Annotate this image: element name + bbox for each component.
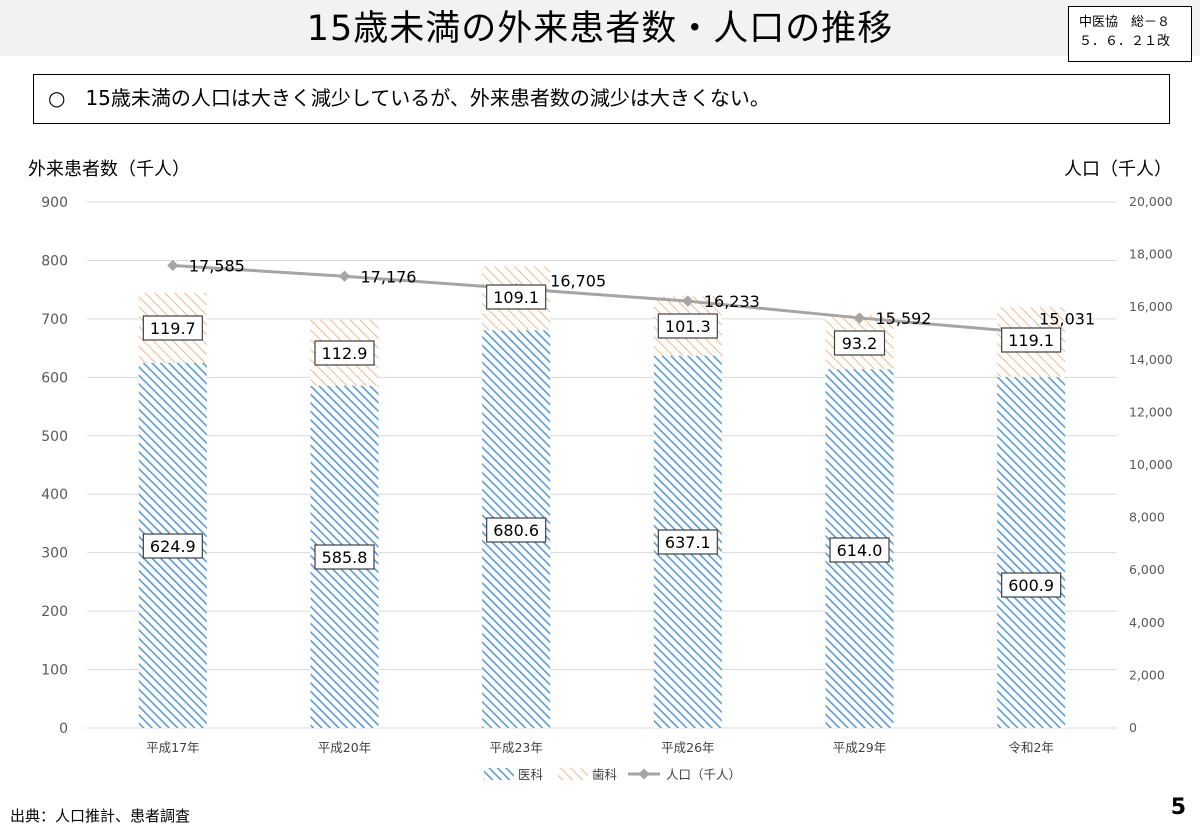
medical-value-label: 637.1 [665,533,711,552]
right-tick-label: 8,000 [1129,510,1165,525]
left-tick-label: 400 [41,487,68,503]
dental-value-label-box [657,313,718,339]
medical-value-label-box [657,529,718,555]
left-axis-title: 外来患者数（千人） [28,159,190,180]
left-tick-label: 300 [41,546,68,562]
medical-value-label: 585.8 [322,548,368,567]
population-value-label: 15,592 [876,309,932,328]
medical-value-label: 614.0 [837,541,883,560]
population-marker [338,270,351,282]
dental-value-label: 101.3 [665,317,711,336]
category-label: 平成17年 [146,740,199,755]
right-tick-label: 10,000 [1129,457,1173,472]
population-marker [682,295,694,307]
left-tick-label: 100 [41,663,68,679]
dental-value-label-box [833,330,886,356]
medical-value-label-box [314,544,375,570]
medical-value-label: 680.6 [493,521,539,540]
medical-value-label: 624.9 [150,537,196,556]
right-tick-label: 0 [1129,720,1137,735]
population-value-label: 16,705 [550,272,606,291]
medical-value-label-box [486,517,547,543]
right-tick-label: 20,000 [1129,194,1173,209]
dental-value-label-box [486,284,547,310]
document-reference: 中医協 総－８ ５．６．２１改 [1068,6,1192,62]
left-tick-label: 500 [41,429,68,445]
population-value-label: 16,233 [704,292,760,311]
medical-value-label-box [142,533,203,559]
outpatient-population-chart: 624.9 119.7 585.8 112.9 680.6 109.1 637.1 101.3… [41,194,1173,782]
legend-swatch-medical [484,768,514,780]
population-value-label: 17,585 [189,257,245,276]
page-title: 15歳未満の外来患者数・人口の推移 [306,9,894,49]
left-tick-label: 200 [41,604,68,620]
category-label: 令和2年 [1008,740,1053,755]
medical-value-label-box [1001,572,1062,598]
population-marker [853,312,866,324]
dental-value-label-box [1001,327,1062,353]
right-axis-title: 人口（千人） [1064,159,1172,180]
dental-value-label: 112.9 [322,344,368,363]
legend-swatch-dental [558,768,588,780]
dental-value-label-box [142,315,203,341]
legend-label-population: 人口（千人） [666,767,741,782]
legend-label-dental: 歯科 [592,767,618,782]
population-line [172,264,1032,335]
right-tick-label: 6,000 [1129,562,1165,577]
category-label: 平成20年 [318,740,371,755]
population-value-label: 17,176 [361,267,417,286]
medical-value-label: 600.9 [1008,576,1054,595]
doc-ref-line2: ５．６．２１改 [1079,34,1171,49]
left-tick-label: 900 [41,195,68,211]
category-label: 平成29年 [833,740,886,755]
population-marker [167,259,179,272]
legend-label-medical: 医科 [518,767,544,782]
right-tick-label: 12,000 [1129,404,1173,419]
left-tick-label: 0 [59,721,68,737]
left-tick-label: 600 [41,370,68,386]
left-tick-label: 700 [41,312,68,328]
doc-ref-line1: 中医協 総－８ [1079,15,1171,30]
right-tick-label: 4,000 [1129,615,1165,630]
summary-box: ○ 15歳未満の人口は大きく減少しているが、外来患者数の減少は大きくない。 [33,74,1170,124]
source-note: 出典：人口推計、患者調査 [10,807,191,825]
category-label: 平成26年 [661,740,714,755]
right-tick-label: 16,000 [1129,299,1173,314]
population-value-label: 15,031 [1039,310,1095,329]
right-tick-label: 18,000 [1129,247,1173,262]
right-tick-label: 14,000 [1129,352,1173,367]
dental-value-label-box [314,340,375,366]
dental-value-label: 119.7 [150,319,196,338]
title-bar [0,0,1200,56]
dental-value-label: 93.2 [842,334,878,353]
right-tick-label: 2,000 [1129,667,1165,682]
category-label: 平成23年 [489,740,542,755]
legend-marker-population [638,768,650,780]
left-tick-label: 800 [41,253,68,269]
bar-medical [997,376,1066,728]
medical-value-label-box [829,537,890,563]
dental-value-label: 119.1 [1008,331,1054,350]
dental-value-label: 109.1 [493,288,539,307]
page-number: 5 [1170,795,1186,820]
